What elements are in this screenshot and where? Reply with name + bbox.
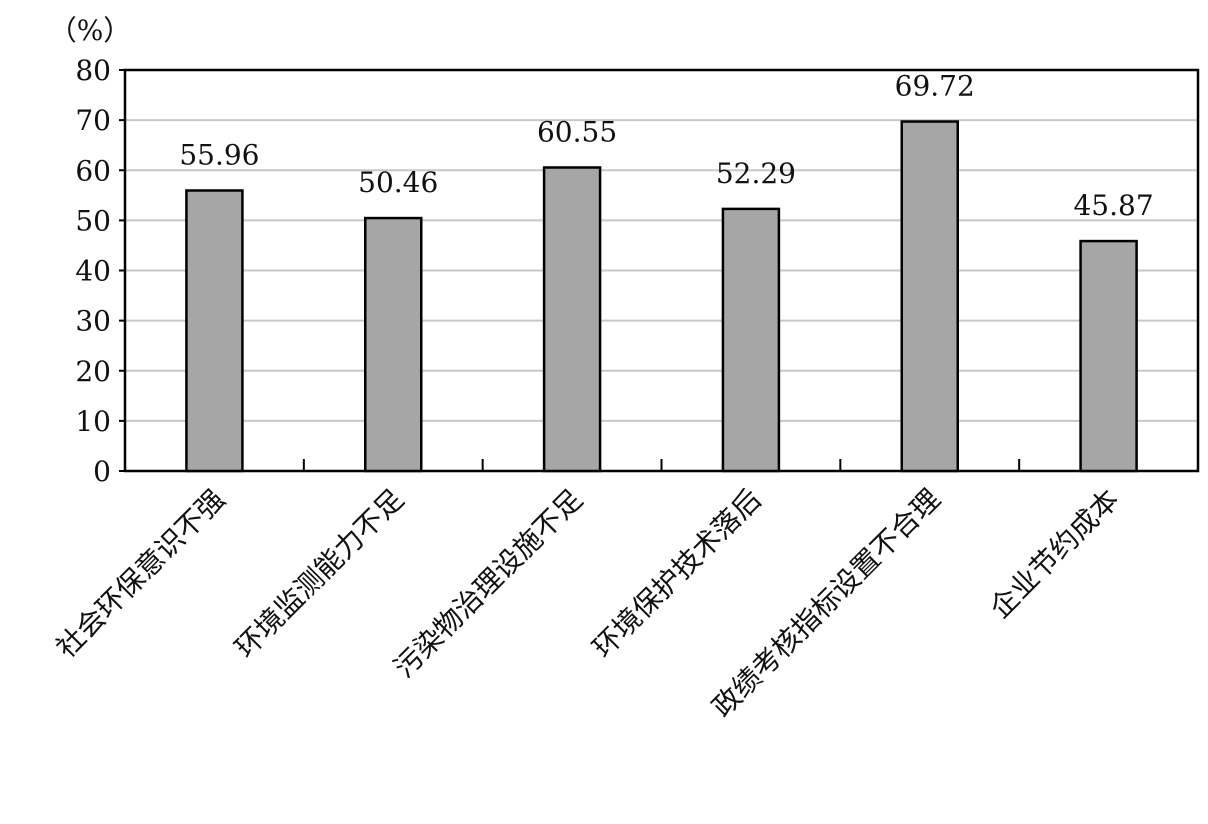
x-tick-label: 环境保护技术落后 [586, 483, 768, 665]
x-tick-label: 污染物治理设施不足 [387, 483, 589, 685]
bar [721, 207, 781, 473]
x-tick-label: 企业节约成本 [983, 483, 1125, 625]
value-label: 69.72 [895, 70, 975, 103]
bar [364, 216, 423, 473]
bar [542, 166, 602, 473]
value-label: 45.87 [1073, 189, 1153, 222]
y-tick-label: 80 [75, 54, 111, 87]
y-tick-label: 50 [75, 204, 111, 237]
y-tick-label: 60 [75, 154, 111, 187]
value-label: 55.96 [179, 139, 259, 172]
bar [185, 189, 244, 473]
bar [1079, 239, 1138, 473]
bar [900, 120, 959, 473]
y-tick-label: 20 [75, 355, 111, 388]
x-tick-label: 社会环保意识不强 [50, 483, 232, 665]
y-tick-label: 40 [75, 255, 111, 288]
value-label: 52.29 [716, 157, 796, 190]
y-tick-label: 30 [75, 305, 111, 338]
value-label: 60.55 [537, 115, 617, 148]
x-tick-label: 环境监测能力不足 [228, 483, 410, 665]
y-tick-label: 70 [75, 104, 111, 137]
y-axis-label: （%） [49, 14, 132, 47]
y-tick-label: 0 [93, 455, 111, 488]
value-label: 50.46 [358, 166, 438, 199]
y-tick-label: 10 [75, 405, 111, 438]
